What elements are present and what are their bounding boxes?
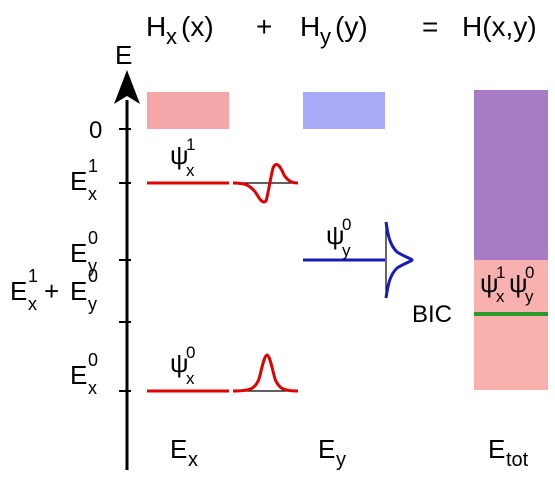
col-ex-sub: x: [188, 449, 198, 471]
continuum-total-pink: [474, 260, 548, 390]
psi-x1-sub: x: [186, 161, 195, 180]
tick-label-sum-a-sup: 1: [28, 266, 38, 286]
eq-hx-main: H: [146, 11, 166, 42]
eq-plus: +: [256, 11, 272, 42]
psi-x0-main: ψ: [170, 348, 189, 378]
tick-label-ex0-sub: x: [88, 378, 97, 398]
psi-x1-main: ψ: [170, 140, 189, 170]
equation: H x (x) + H y (y) = H(x,y): [146, 11, 537, 49]
tick-label-ex0-sup: 0: [88, 350, 98, 370]
tick-label-ex0-main: E: [70, 360, 87, 390]
tick-label-sum-b-sub: y: [88, 294, 97, 314]
tick-label-ey0-sub: y: [88, 256, 97, 276]
tick-label-ex1-sub: x: [88, 184, 97, 204]
tick-label-sum-b-sup: 0: [88, 266, 98, 286]
tick-label-sum-plus: +: [44, 276, 59, 306]
column-labels: E x E y E tot: [170, 434, 529, 471]
tick-label-sum-b-main: E: [70, 276, 87, 306]
bic-psi1-main: ψ: [480, 268, 499, 298]
eq-hy-main: H: [300, 11, 320, 42]
col-etot-main: E: [488, 434, 505, 464]
bic-psi2-sup: 0: [525, 263, 534, 282]
bic-psi1-sub: x: [496, 287, 505, 306]
eq-equals: =: [422, 11, 438, 42]
psi-x1-sup: 1: [186, 135, 195, 154]
tick-label-sum-a-main: E: [10, 276, 27, 306]
level-psi-x0: ψ 0 x: [147, 343, 299, 393]
bic-label: BIC: [412, 301, 452, 328]
wavefunction-x0: [232, 353, 299, 393]
eq-hy-sub: y: [320, 24, 331, 49]
wavefunction-x1: [232, 163, 299, 204]
psi-y0-sub: y: [342, 241, 351, 260]
bic-psi2-main: ψ: [509, 268, 528, 298]
level-psi-y0: ψ 0 y: [303, 215, 414, 299]
tick-label-ey0-main: E: [70, 238, 87, 268]
eq-hx-sub: x: [166, 24, 177, 49]
continuum-total-purple: [474, 90, 548, 260]
axis-arrowhead: [114, 70, 140, 104]
tick-label-ex1-sup: 1: [88, 156, 98, 176]
col-etot-sub: tot: [506, 449, 529, 471]
col-ey-main: E: [318, 434, 335, 464]
tick-label-ex1-main: E: [70, 166, 87, 196]
bic-psi2-sub: y: [525, 287, 534, 306]
psi-y0-sup: 0: [342, 215, 351, 234]
tick-label-zero: 0: [89, 117, 102, 144]
col-ex-main: E: [170, 434, 187, 464]
psi-x0-sup: 0: [186, 343, 195, 362]
eq-hy-arg: (y): [335, 11, 368, 42]
energy-axis: E 0 E 1 x E 0 y E 1 x + E 0 y E 0 x: [10, 40, 140, 470]
axis-label: E: [115, 40, 132, 70]
wavefunction-y0: [384, 221, 414, 299]
tick-label-ey0-sup: 0: [88, 228, 98, 248]
continuum-y: [303, 92, 385, 129]
tick-label-sum-a-sub: x: [28, 294, 37, 314]
psi-y0-main: ψ: [326, 220, 345, 250]
psi-x0-sub: x: [186, 369, 195, 388]
eq-hx-arg: (x): [181, 11, 214, 42]
level-psi-x1: ψ 1 x: [147, 135, 299, 204]
col-ey-sub: y: [336, 449, 346, 471]
bic: BIC ψ 1 x ψ 0 y: [412, 263, 548, 328]
continuum-x: [147, 92, 229, 129]
eq-total: H(x,y): [462, 11, 537, 42]
bic-psi1-sup: 1: [496, 263, 505, 282]
